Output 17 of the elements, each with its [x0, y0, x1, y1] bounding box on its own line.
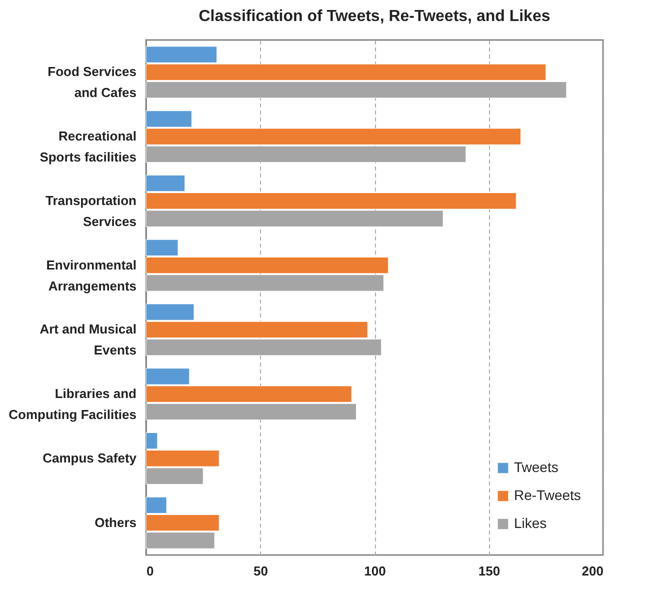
- legend-label: Re-Tweets: [514, 487, 581, 503]
- legend-label: Likes: [514, 515, 547, 531]
- x-tick-label: 0: [146, 564, 154, 578]
- y-tick-label: Environmental Arrangements: [46, 257, 136, 294]
- y-tick-label: Libraries and Computing Facilities: [8, 386, 137, 422]
- legend-label: Tweets: [514, 459, 558, 475]
- chart-title: Classification of Tweets, Re-Tweets, and Likes: [198, 8, 550, 25]
- y-tick-label: Art and Musical Events: [40, 322, 136, 358]
- x-tick-label: 150: [478, 564, 500, 578]
- y-tick-label: Campus Safety: [42, 450, 138, 466]
- y-tick-label: Recreational Sports facilities: [40, 128, 136, 165]
- y-tick-label: Others: [94, 514, 136, 530]
- x-tick-label: 100: [364, 564, 386, 578]
- y-tick-label: Transportation Services: [45, 192, 137, 229]
- x-tick-label: 200: [582, 564, 604, 578]
- x-tick-label: 50: [254, 564, 268, 578]
- y-tick-label: Food Services and Cafes: [48, 64, 136, 100]
